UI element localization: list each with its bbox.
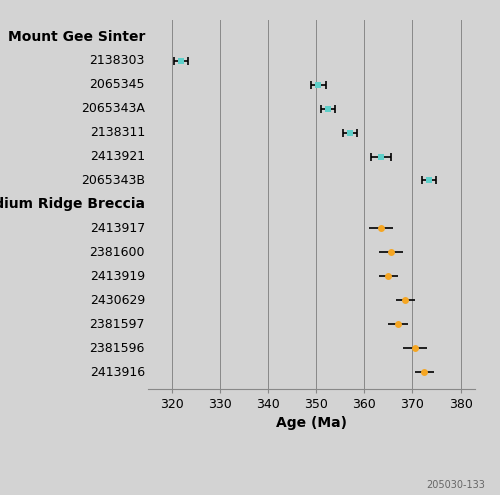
Text: 2413917: 2413917: [90, 222, 145, 235]
Text: 2065345: 2065345: [90, 78, 145, 91]
Text: 2138311: 2138311: [90, 126, 145, 139]
Text: 2138303: 2138303: [90, 54, 145, 67]
Text: 2413919: 2413919: [90, 270, 145, 283]
Text: 205030-133: 205030-133: [426, 480, 485, 490]
X-axis label: Age (Ma): Age (Ma): [276, 416, 346, 431]
Text: Radium Ridge Breccia: Radium Ridge Breccia: [0, 198, 145, 211]
Text: 2065343B: 2065343B: [81, 174, 145, 187]
Text: 2413916: 2413916: [90, 366, 145, 379]
Text: 2381596: 2381596: [90, 342, 145, 355]
Text: 2065343A: 2065343A: [81, 102, 145, 115]
Text: 2381600: 2381600: [90, 246, 145, 259]
Text: 2381597: 2381597: [90, 318, 145, 331]
Text: 2430629: 2430629: [90, 294, 145, 307]
Text: 2413921: 2413921: [90, 150, 145, 163]
Text: Mount Gee Sinter: Mount Gee Sinter: [8, 30, 145, 44]
